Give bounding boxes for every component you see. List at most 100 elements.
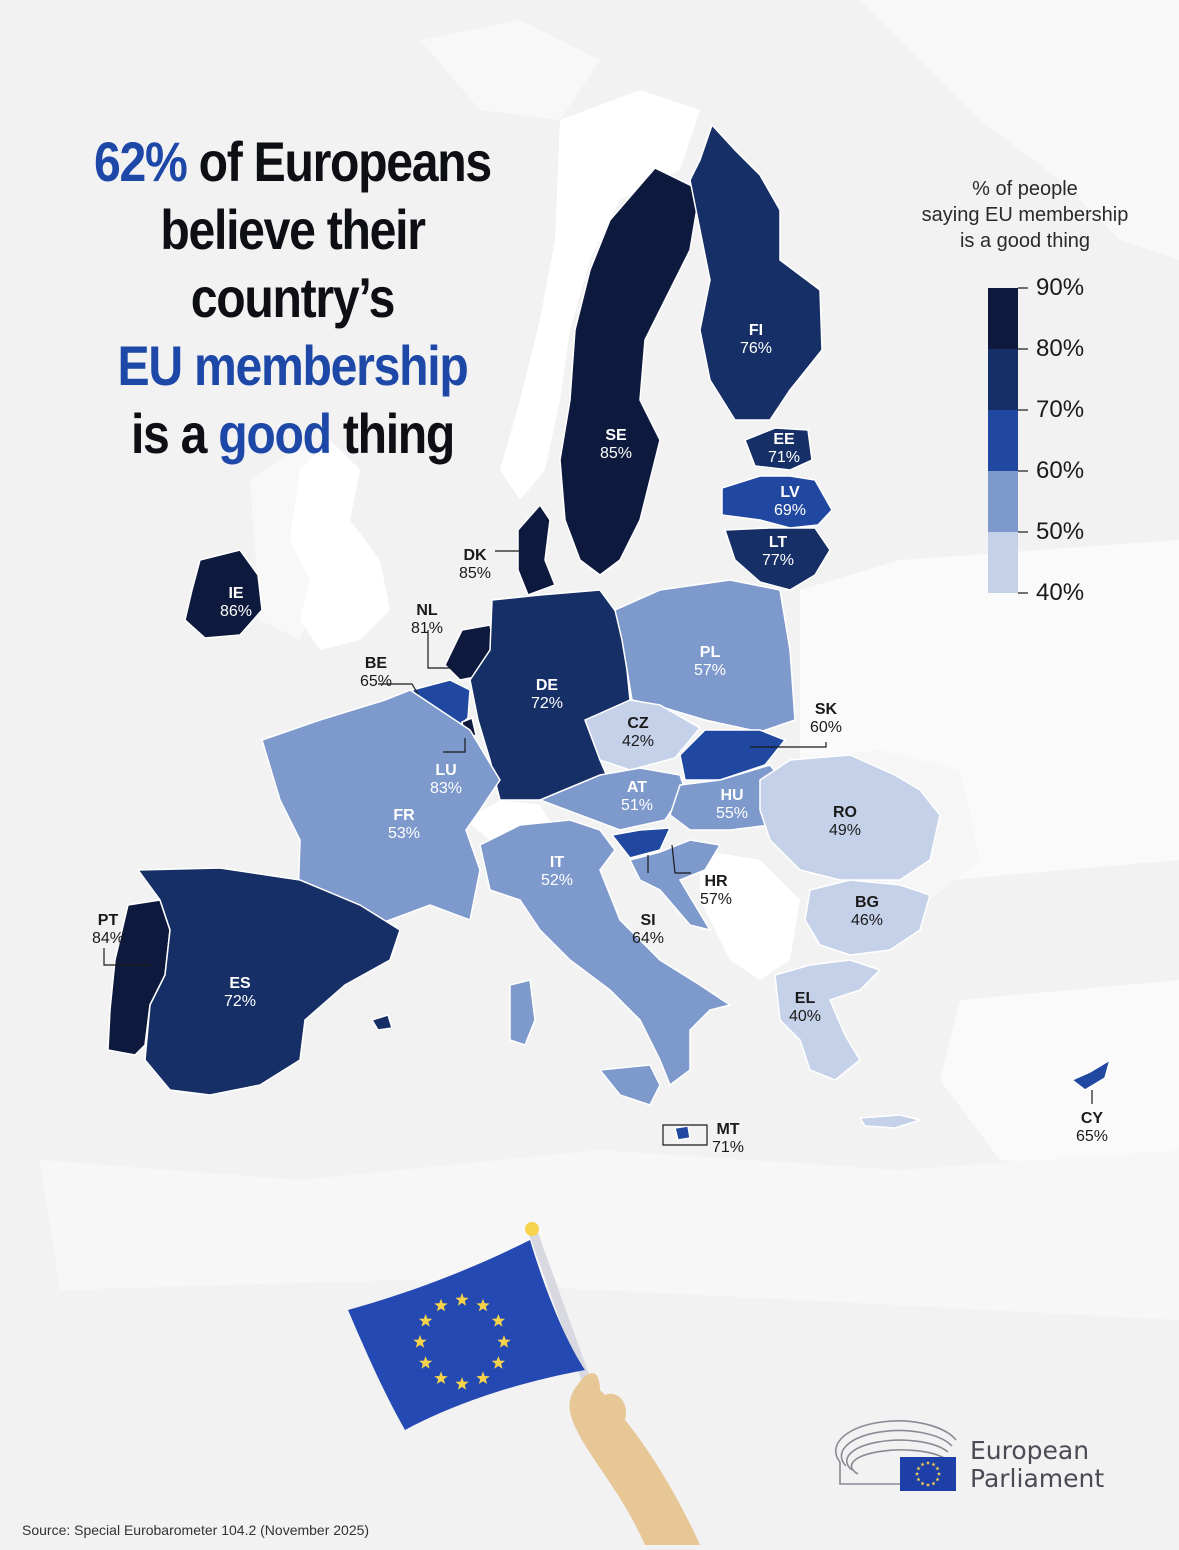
flag-star-11	[491, 1314, 505, 1327]
country-value-hu: 55%	[716, 805, 748, 822]
region-crete[interactable]	[858, 1114, 923, 1129]
region-ie[interactable]	[184, 549, 263, 639]
legend-swatch-4	[988, 532, 1018, 593]
country-value-fr: 53%	[388, 825, 420, 842]
country-value-lu: 83%	[430, 780, 462, 797]
country-code-hu: HU	[720, 787, 743, 804]
headline-line4-c: thing	[330, 402, 456, 465]
country-value-it: 52%	[541, 872, 573, 889]
region-dk[interactable]	[517, 503, 556, 596]
country-code-lu: LU	[435, 762, 456, 779]
region-sicily[interactable]	[598, 1064, 661, 1106]
country-code-cz: CZ	[627, 715, 649, 732]
flag-star-10	[476, 1298, 490, 1312]
flag-star-2	[476, 1371, 490, 1384]
country-value-ee: 71%	[768, 449, 800, 466]
logo-star-2	[931, 1481, 936, 1486]
flag-star-3	[455, 1377, 469, 1390]
flag-star-5	[419, 1356, 433, 1369]
country-code-cy: CY	[1081, 1110, 1104, 1127]
flag-star-4	[434, 1371, 448, 1384]
region-hr[interactable]	[628, 839, 722, 932]
headline-line3: EU membership	[117, 334, 469, 397]
region-ee[interactable]	[744, 427, 813, 471]
legend-tick-40: 40%	[1036, 579, 1085, 606]
headline: 62% of Europeans believe their country’s…	[58, 128, 527, 468]
legend-tick-70: 70%	[1036, 396, 1085, 423]
region-es[interactable]	[136, 867, 401, 1096]
region-mt[interactable]	[674, 1125, 691, 1141]
region-lv[interactable]	[721, 475, 833, 529]
region-cz[interactable]	[584, 699, 702, 771]
region-lt[interactable]	[723, 527, 831, 591]
logo-star-3	[925, 1482, 931, 1487]
legend-title-line1: % of people	[972, 178, 1078, 200]
headline-percentage: 62%	[94, 130, 188, 193]
region-fi[interactable]	[689, 123, 823, 421]
logo-stars	[914, 1460, 942, 1487]
region-ro[interactable]	[759, 754, 941, 881]
logo-star-11	[935, 1466, 940, 1471]
country-code-be: BE	[365, 655, 388, 672]
country-code-lv: LV	[780, 484, 800, 501]
legend-swatch-0	[988, 288, 1018, 349]
region-it[interactable]	[479, 819, 732, 1087]
country-value-be: 65%	[360, 673, 392, 690]
logo-star-7	[916, 1466, 921, 1471]
country-regions	[107, 123, 1112, 1141]
european-parliament-wordmark: European Parliament	[970, 1437, 1104, 1493]
headline-line4-a: is a	[130, 402, 219, 465]
country-value-dk: 85%	[459, 565, 491, 582]
country-value-cz: 42%	[622, 733, 654, 750]
legend-tick-90: 90%	[1036, 274, 1085, 301]
region-pl[interactable]	[614, 579, 796, 733]
country-value-pt: 84%	[92, 930, 124, 947]
logo-star-0	[936, 1471, 942, 1476]
country-value-ie: 86%	[220, 603, 252, 620]
region-sardinia[interactable]	[509, 979, 536, 1046]
region-cy[interactable]	[1070, 1058, 1112, 1091]
flag-star-1	[491, 1356, 505, 1369]
headline-line2: believe their country’s	[160, 198, 426, 329]
country-code-pl: PL	[700, 644, 721, 661]
headline-line1: of Europeans	[186, 130, 493, 193]
country-value-se: 85%	[600, 445, 632, 462]
country-code-hr: HR	[704, 873, 728, 890]
country-code-es: ES	[229, 975, 251, 992]
country-value-el: 40%	[789, 1008, 821, 1025]
flag-star-7	[419, 1314, 433, 1327]
region-balearics[interactable]	[370, 1014, 393, 1031]
legend-swatch-1	[988, 349, 1018, 410]
legend-title-line2: saying EU membership	[921, 204, 1129, 226]
country-value-ro: 49%	[829, 822, 861, 839]
country-code-mt: MT	[716, 1121, 739, 1138]
region-bg[interactable]	[804, 879, 931, 956]
country-value-lv: 69%	[774, 502, 806, 519]
country-code-fi: FI	[749, 322, 763, 339]
country-value-si: 64%	[632, 930, 664, 947]
european-parliament-logo-icon	[834, 1420, 957, 1491]
country-code-ee: EE	[773, 431, 795, 448]
logo-star-10	[931, 1462, 936, 1467]
country-value-at: 51%	[621, 797, 653, 814]
country-code-lt: LT	[769, 534, 788, 551]
logo-star-8	[920, 1462, 925, 1467]
country-value-bg: 46%	[851, 912, 883, 929]
legend-color-bar	[988, 287, 1028, 594]
region-se[interactable]	[559, 167, 701, 576]
flag-star-8	[434, 1298, 448, 1312]
country-code-ie: IE	[228, 585, 243, 602]
country-code-ro: RO	[833, 804, 857, 821]
region-sk[interactable]	[679, 729, 787, 781]
region-si[interactable]	[610, 827, 672, 859]
legend-swatch-2	[988, 410, 1018, 471]
country-value-es: 72%	[224, 993, 256, 1010]
country-code-sk: SK	[815, 701, 838, 718]
country-value-cy: 65%	[1076, 1128, 1108, 1145]
leader-lines	[103, 550, 1093, 1146]
logo-star-4	[920, 1481, 925, 1486]
logo-star-9	[925, 1460, 931, 1465]
country-value-de: 72%	[531, 695, 563, 712]
region-el[interactable]	[774, 959, 882, 1081]
